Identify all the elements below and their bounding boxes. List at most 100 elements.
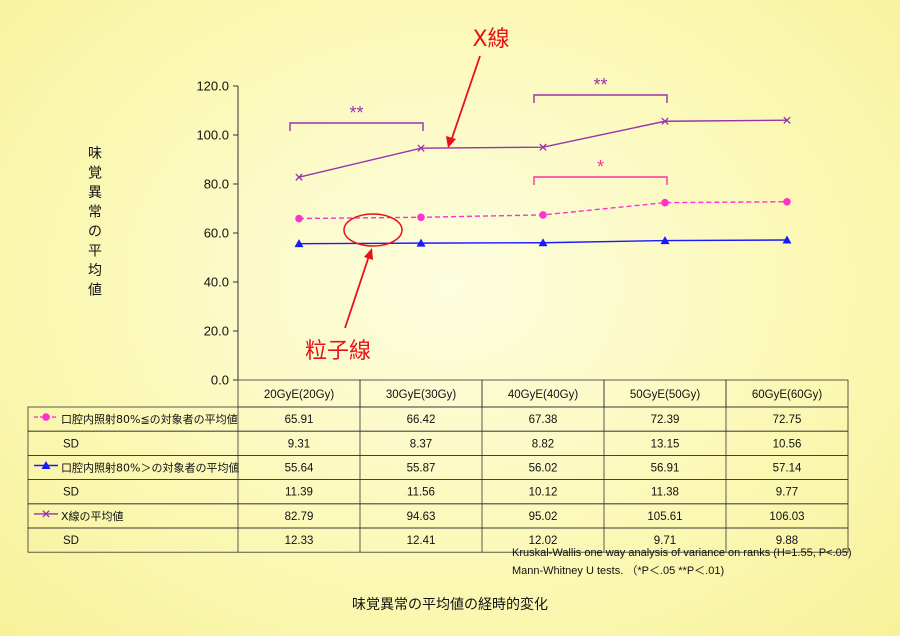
sd-value: 10.12 [529,487,558,499]
data-point-stroke [295,173,303,181]
data-point-stroke [661,117,669,125]
data-point [42,413,50,421]
mean-value: 72.75 [773,414,802,426]
series-name: 口腔内照射80%≦の対象者の平均値 [61,412,238,426]
mean-value: 65.91 [285,414,314,426]
series-line [298,119,788,178]
chart-title: 味覚異常の平均値の経時的変化 [352,596,548,613]
mean-value: 94.63 [407,511,436,523]
table-row [27,479,849,505]
category-label: 60GyE(60Gy) [752,389,822,401]
statistics-note: Kruskal-Wallis one way analysis of varia… [512,547,852,559]
y-tick-label: 60.0 [204,226,229,241]
y-axis-label-char: の [88,224,102,240]
y-axis-label-char: 値 [88,283,102,299]
data-point [417,213,425,222]
xray-annotation-arrow [450,55,481,142]
xray-annotation-arrowhead [446,136,456,148]
mean-value: 56.91 [651,463,680,475]
data-point-stroke [783,116,791,124]
sd-value: 11.38 [651,487,679,499]
y-tick-label: 120.0 [196,79,229,94]
particle-annotation-arrow [344,255,370,329]
significance-bracket [533,176,668,185]
sd-value: 11.56 [407,487,435,499]
mean-value: 72.39 [651,414,680,426]
mean-value: 56.02 [529,463,558,475]
category-label: 40GyE(40Gy) [508,389,578,401]
y-axis-label-char: 覚 [88,166,102,182]
mean-value: 67.38 [529,414,558,426]
mean-value: 106.03 [769,511,804,523]
sd-value: 10.56 [773,438,802,450]
y-axis-label-char: 異 [88,185,102,201]
sd-value: 9.71 [654,535,676,547]
data-point [295,214,303,223]
data-point [417,144,425,152]
sd-value: 12.41 [407,535,436,547]
data-point-stroke [539,143,547,151]
mean-value: 55.87 [407,463,436,475]
data-point [295,173,303,181]
sd-label: SD [63,535,79,547]
sd-value: 8.37 [410,438,432,450]
data-point [539,211,547,219]
data-point [539,143,547,151]
significance-bracket [289,122,424,131]
sd-value: 12.33 [285,535,314,547]
sd-label: SD [63,438,79,450]
data-point [42,510,50,518]
sd-value: 13.15 [651,438,680,450]
significance-label: ** [593,75,607,95]
particle-annotation-ellipse [343,213,403,247]
mean-value: 55.64 [285,463,314,475]
data-point [41,461,51,469]
sd-value: 11.39 [285,487,313,499]
y-tick-label: 40.0 [204,275,229,290]
data-point [661,117,669,125]
sd-value: 12.02 [529,535,558,547]
particle-annotation-label: 粒子線 [305,339,371,364]
y-axis-label-char: 平 [88,244,102,260]
table-row [27,503,849,529]
data-point [661,198,669,207]
significance-bracket [533,94,668,103]
category-label: 30GyE(30Gy) [386,389,456,401]
data-point [660,236,670,245]
y-axis-label-char: 味 [88,146,102,162]
data-point-stroke [42,510,50,518]
mean-value: 82.79 [285,511,314,523]
y-axis-label-char: 常 [88,205,102,221]
sd-value: 8.82 [532,438,554,450]
data-point [783,197,791,206]
xray-annotation-label: X線 [472,27,509,52]
table-row [27,527,849,553]
series-name: X線の平均値 [61,509,124,523]
significance-label: ** [349,103,363,123]
data-point [782,235,792,244]
y-tick-label: 0.0 [211,373,229,388]
sd-label: SD [63,487,79,499]
series-name: 口腔内照射80%＞の対象者の平均値 [61,461,239,475]
statistics-note: Mann-Whitney U tests. （*P＜.05 **P＜.01) [512,564,724,577]
mean-value: 95.02 [529,511,558,523]
y-axis-label-char: 均 [88,263,102,279]
y-tick-label: 20.0 [204,324,229,339]
particle-annotation-arrowhead [364,248,373,260]
mean-value: 105.61 [647,511,682,523]
data-point-stroke [417,144,425,152]
sd-value: 9.31 [288,438,310,450]
category-label: 50GyE(50Gy) [630,389,700,401]
y-tick-label: 100.0 [196,128,229,143]
mean-value: 66.42 [407,414,436,426]
sd-value: 9.88 [776,535,798,547]
data-point [416,238,426,247]
mean-value: 57.14 [773,463,802,475]
significance-label: * [597,157,604,177]
sd-value: 9.77 [776,487,798,499]
table-row [27,430,849,456]
data-point [783,116,791,124]
data-point [294,239,304,248]
data-point [538,238,548,247]
